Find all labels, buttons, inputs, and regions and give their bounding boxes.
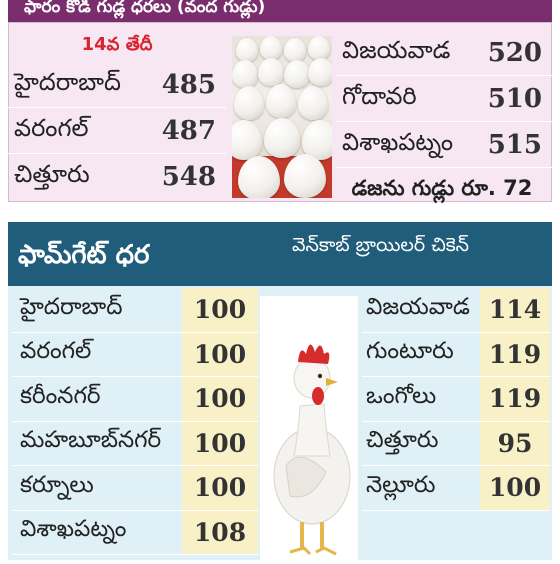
egg-price-header: ఫారం కోడి గుడ్ల ధరలు (వంద గుడ్లు) (8, 0, 552, 22)
farmgate-price-title: ఫామ్‌గేట్ ధర (18, 240, 150, 270)
chicken-price-left-list: హైదరాబాద్ 100 వరంగల్ 100 కరీంనగర్ 100 మహ… (12, 288, 258, 555)
dozen-egg-price: డజను గుడ్లు రూ. 72 (351, 175, 533, 200)
eggs-tray-photo (232, 36, 332, 198)
egg-price: 515 (487, 129, 542, 160)
city-name: కర్నూలు (20, 471, 94, 498)
broiler-chicken-title: వెన్‌కాబ్ బ్రాయిలర్ చికెన్ (292, 234, 469, 256)
chicken-price: 100 (182, 377, 258, 421)
chicken-price: 100 (480, 466, 550, 510)
price-date: 14వ తేదీ (81, 34, 153, 55)
city-name: వరంగల్ (20, 338, 92, 365)
chicken-price: 108 (182, 510, 258, 554)
chicken-price-header (8, 222, 552, 286)
city-name: గుంటూరు (366, 338, 454, 365)
city-name: చిత్తూరు (14, 159, 90, 188)
chicken-price-row: హైదరాబాద్ 100 (12, 288, 258, 333)
city-name: విశాఖపట్నం (342, 127, 453, 156)
chicken-price: 119 (480, 377, 550, 421)
dozen-price-row: డజను గుడ్లు రూ. 72 (336, 168, 552, 213)
egg-price: 510 (487, 83, 542, 114)
city-name: విశాఖపట్నం (20, 516, 127, 543)
city-name: నెల్లూరు (366, 471, 436, 498)
chicken-photo (260, 296, 358, 560)
egg-price-right-list: విజయవాడ 520 గోదావరి 510 విశాఖపట్నం 515 డ… (336, 30, 552, 213)
chicken-price-row: విజయవాడ 114 (362, 288, 550, 333)
city-name: వరంగల్ (14, 113, 89, 142)
egg-price-row: వరంగల్ 487 (8, 108, 226, 154)
egg-price: 487 (161, 115, 216, 146)
chicken-price: 114 (480, 288, 550, 332)
egg-price-row: గోదావరి 510 (336, 76, 552, 122)
chicken-price-row: నెల్లూరు 100 (362, 466, 550, 511)
chicken-price-row: చిత్తూరు 95 (362, 421, 550, 466)
egg-price-row: చిత్తూరు 548 (8, 154, 226, 199)
city-name: హైదరాబాద్ (20, 293, 123, 320)
egg-price-row: విజయవాడ 520 (336, 30, 552, 76)
city-name: హైదరాబాద్ (14, 67, 121, 96)
chicken-price-right-list: విజయవాడ 114 గుంటూరు 119 ఒంగోలు 119 చిత్త… (362, 288, 550, 511)
chicken-price-row: కర్నూలు 100 (12, 466, 258, 511)
egg-price: 485 (161, 69, 216, 100)
chicken-price-row: కరీంనగర్ 100 (12, 377, 258, 422)
egg-price-row: హైదరాబాద్ 485 (8, 62, 226, 108)
egg-price-left-list: హైదరాబాద్ 485 వరంగల్ 487 చిత్తూరు 548 (8, 62, 226, 199)
chicken-price-row: ఒంగోలు 119 (362, 377, 550, 422)
egg-price: 548 (161, 161, 216, 192)
egg-price-row: విశాఖపట్నం 515 (336, 122, 552, 168)
city-name: విజయవాడ (342, 35, 451, 64)
city-name: కరీంనగర్ (20, 382, 101, 409)
chicken-icon (273, 344, 351, 556)
chicken-price: 100 (182, 421, 258, 465)
city-name: ఒంగోలు (366, 382, 437, 409)
city-name: విజయవాడ (366, 293, 470, 320)
chicken-price: 119 (480, 332, 550, 376)
egg-price: 520 (487, 37, 542, 68)
chicken-price: 95 (480, 421, 550, 465)
chicken-price-row: విశాఖపట్నం 108 (12, 510, 258, 555)
chicken-price-row: వరంగల్ 100 (12, 332, 258, 377)
city-name: మహబూబ్‌నగర్ (20, 427, 162, 454)
city-name: గోదావరి (342, 81, 417, 110)
chicken-price: 100 (182, 332, 258, 376)
chicken-price-row: మహబూబ్‌నగర్ 100 (12, 421, 258, 466)
chicken-price: 100 (182, 466, 258, 510)
chicken-price: 100 (182, 288, 258, 332)
chicken-price-row: గుంటూరు 119 (362, 332, 550, 377)
city-name: చిత్తూరు (366, 427, 439, 454)
